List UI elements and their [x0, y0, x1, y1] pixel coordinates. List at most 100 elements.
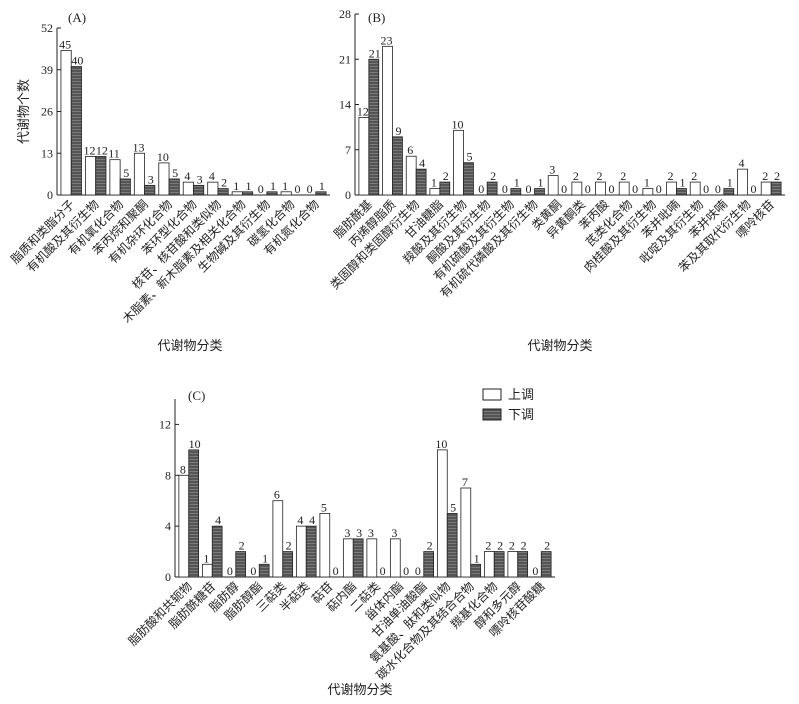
data-label: 2 — [620, 169, 626, 183]
bar-down — [423, 551, 435, 578]
data-label: 2 — [239, 539, 245, 553]
panel-label: (A) — [68, 10, 86, 25]
bar-down — [305, 525, 317, 578]
data-label: 13 — [132, 140, 144, 154]
bar-down — [258, 563, 270, 578]
data-label: 7 — [462, 475, 468, 489]
bar-down — [95, 156, 107, 196]
data-label: 8 — [180, 462, 186, 476]
data-label: 5 — [466, 150, 472, 164]
data-label: 4 — [739, 156, 745, 170]
data-label: 4 — [209, 169, 215, 183]
data-label: 1 — [537, 176, 543, 190]
data-label: 1 — [233, 179, 239, 193]
bar-down — [415, 168, 427, 196]
y-axis-title: 代谢物个数 — [16, 79, 31, 144]
data-label: 2 — [443, 169, 449, 183]
bar-up — [319, 513, 331, 578]
bar-down — [168, 178, 180, 196]
data-label: 0 — [380, 564, 386, 578]
legend-swatch-up — [482, 388, 502, 401]
data-label: 10 — [452, 117, 464, 131]
bar-down — [266, 191, 278, 196]
bar-down — [770, 181, 782, 196]
bar-up — [595, 181, 606, 196]
bar-down — [211, 525, 223, 578]
y-tick-label: 7 — [345, 143, 351, 157]
data-label: 0 — [526, 182, 532, 196]
data-label: 45 — [59, 37, 71, 51]
bar-up — [295, 525, 307, 578]
bar-down — [352, 538, 364, 578]
y-tick-label: 4 — [165, 519, 171, 533]
data-label: 3 — [197, 172, 203, 186]
data-label: 1 — [644, 176, 650, 190]
legend-swatch-down — [482, 408, 502, 421]
bar-down — [534, 188, 545, 196]
data-label: 2 — [521, 539, 527, 553]
panel-label: (C) — [188, 388, 205, 403]
y-tick-label: 28 — [339, 7, 351, 21]
data-label: 4 — [215, 513, 221, 527]
data-label: 0 — [750, 182, 756, 196]
data-label: 2 — [485, 539, 491, 553]
bar-up — [201, 563, 213, 578]
bar-down — [119, 178, 131, 196]
data-label: 0 — [258, 182, 264, 196]
bar-up — [666, 181, 677, 196]
panel-label: (B) — [368, 10, 385, 25]
data-label: 2 — [691, 169, 697, 183]
data-label: 2 — [573, 169, 579, 183]
data-label: 0 — [632, 182, 638, 196]
y-tick-label: 0 — [165, 570, 171, 584]
y-tick-label: 8 — [165, 468, 171, 482]
data-label: 1 — [679, 176, 685, 190]
data-label: 0 — [415, 564, 421, 578]
data-label: 3 — [549, 163, 555, 177]
bar-down — [510, 188, 522, 196]
bar-down — [470, 563, 482, 578]
data-label: 0 — [715, 182, 721, 196]
data-label: 5 — [172, 166, 178, 180]
bar-up — [85, 156, 97, 196]
x-axis-title: 代谢物分类 — [527, 338, 592, 353]
data-label: 23 — [381, 33, 393, 47]
bar-up — [389, 538, 401, 578]
data-label: 4 — [419, 156, 425, 170]
bar-up — [642, 188, 654, 196]
data-label: 1 — [282, 179, 288, 193]
data-label: 2 — [762, 169, 768, 183]
data-label: 0 — [227, 564, 233, 578]
data-label: 2 — [544, 539, 550, 553]
bar-up — [158, 162, 170, 196]
data-label: 6 — [274, 488, 280, 502]
bar-down — [676, 188, 687, 196]
bar-up — [178, 474, 190, 578]
bar-down — [392, 136, 403, 196]
data-label: 10 — [189, 437, 201, 451]
data-label: 3 — [148, 172, 154, 186]
data-label: 0 — [656, 182, 662, 196]
bar-up — [109, 159, 121, 196]
data-label: 2 — [597, 169, 603, 183]
data-label: 5 — [450, 500, 456, 514]
y-tick-label: 0 — [47, 188, 53, 202]
data-label: 3 — [368, 526, 374, 540]
x-axis-title: 代谢物分类 — [157, 338, 222, 353]
bar-up — [405, 155, 417, 196]
data-label: 10 — [435, 437, 447, 451]
data-label: 0 — [703, 182, 709, 196]
bar-up — [547, 175, 559, 196]
bar-up — [272, 500, 284, 578]
data-label: 2 — [668, 169, 674, 183]
data-label: 0 — [585, 182, 591, 196]
data-label: 1 — [246, 179, 252, 193]
data-label: 1 — [514, 176, 520, 190]
bar-up — [737, 168, 748, 196]
data-label: 12 — [96, 143, 108, 157]
data-label: 2 — [774, 169, 780, 183]
data-label: 10 — [157, 150, 169, 164]
